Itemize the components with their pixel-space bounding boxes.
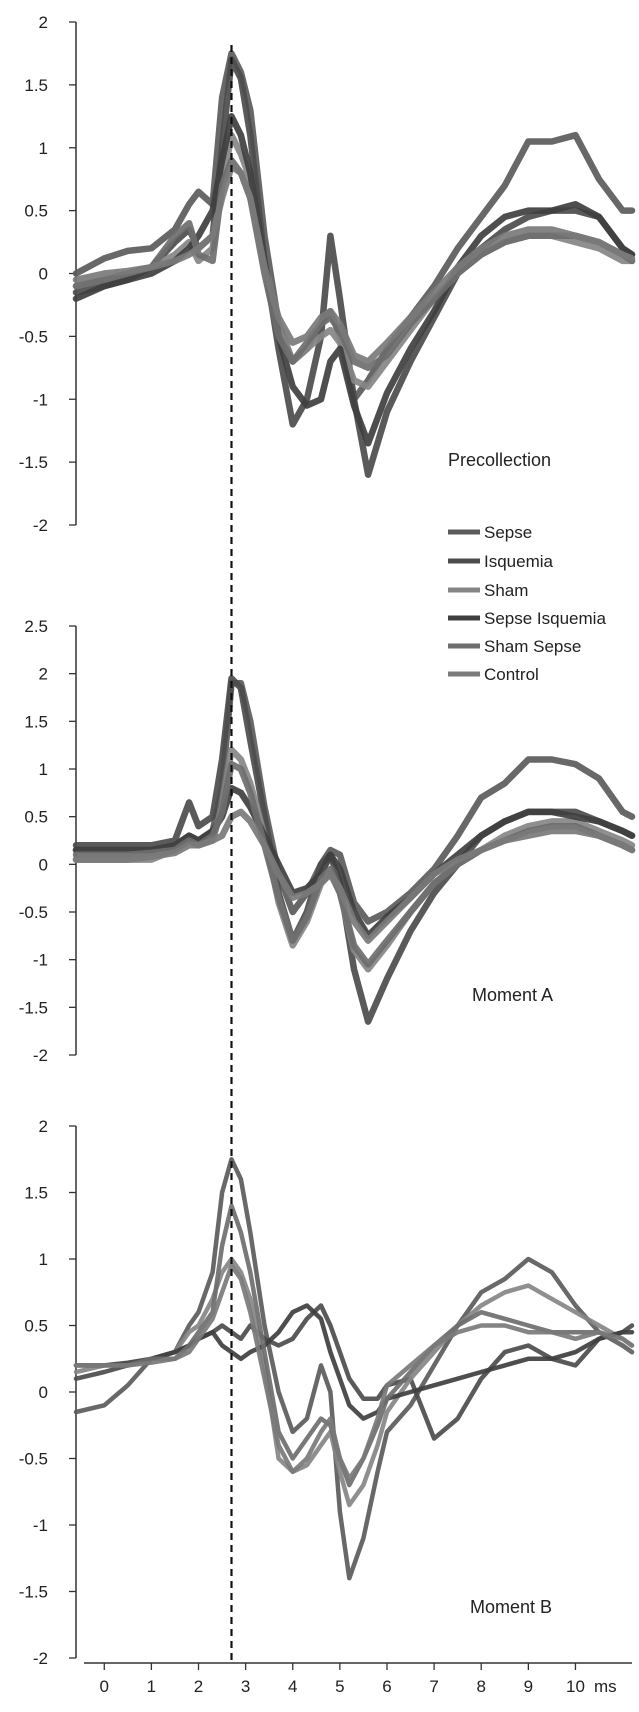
y-tick-label: 1.5	[24, 712, 48, 731]
x-tick-label: 6	[382, 1677, 391, 1696]
series-line-control	[72, 808, 636, 944]
legend-label-sepse: Sepse	[484, 523, 532, 542]
y-tick-label: 1	[39, 139, 48, 158]
y-tick-label: 0.5	[24, 808, 48, 827]
y-tick-label: -0.5	[19, 903, 48, 922]
legend: Sepse Isquemia Sham Sepse Isquemia Sham …	[448, 523, 606, 684]
chart-panels: 2 1.5 1 0.5 0 -0.5 -1 -1.5 -2 2.5 2 1.5 1 0.5 0 -0.5 -1 -…	[19, 13, 636, 1668]
panel-title-moment-a: Moment A	[472, 985, 553, 1005]
x-tick-label: 10	[566, 1677, 585, 1696]
x-tick-label: 8	[476, 1677, 485, 1696]
legend-label-sham: Sham	[484, 581, 528, 600]
y-tick-label: 0	[39, 1383, 48, 1402]
series-line-sham-sepse	[73, 1203, 635, 1488]
panel-moment-b: 2 1.5 1 0.5 0 -0.5 -1 -1.5 -2	[19, 1117, 635, 1668]
y-tick-label: 0	[39, 265, 48, 284]
series-line-sepse	[72, 679, 636, 925]
y-tick-label: 1	[39, 1250, 48, 1269]
y-tick-label: -2	[33, 1046, 48, 1065]
y-tick-label: 2	[39, 1117, 48, 1136]
y-tick-label: -0.5	[19, 327, 48, 346]
legend-label-control: Control	[484, 665, 539, 684]
series-line-sham-sepse	[72, 157, 636, 372]
panel-title-precollection: Precollection	[448, 450, 551, 470]
y-tick-label: -1.5	[19, 1583, 48, 1602]
series-line-sepse-isquemia	[72, 113, 636, 447]
y-tick-label: -2	[33, 1649, 48, 1668]
y-tick-label: -1.5	[19, 998, 48, 1017]
y-tick-label: -2	[33, 516, 48, 535]
panel-precollection: 2 1.5 1 0.5 0 -0.5 -1 -1.5 -2	[19, 13, 636, 535]
series-line-sham-sepse	[72, 760, 636, 968]
y-tick-label: 0.5	[24, 1317, 48, 1336]
series-line-sham	[73, 1256, 635, 1508]
series-line-control	[72, 163, 636, 365]
x-tick-label: 4	[288, 1677, 297, 1696]
x-tick-label: 1	[147, 1677, 156, 1696]
y-tick-label: -0.5	[19, 1450, 48, 1469]
x-tick-label: 3	[241, 1677, 250, 1696]
y-tick-label: 0	[39, 855, 48, 874]
y-tick-label: 2	[39, 13, 48, 32]
y-tick-label: 1.5	[24, 76, 48, 95]
y-tick-label: -1	[33, 1516, 48, 1535]
x-axis: 0 1 2 3 4 5 6 7 8 9 10 ms	[84, 1662, 632, 1696]
y-tick-label: 0.5	[24, 202, 48, 221]
y-tick-label: 1.5	[24, 1184, 48, 1203]
y-tick-label: -1.5	[19, 453, 48, 472]
series-line-control	[73, 1263, 635, 1481]
y-tick-label: -1	[33, 390, 48, 409]
x-tick-label: 5	[335, 1677, 344, 1696]
y-tick-label: 2.5	[24, 617, 48, 636]
legend-label-sepse-isquemia: Sepse Isquemia	[484, 609, 606, 628]
x-tick-label: 2	[194, 1677, 203, 1696]
y-tick-label: -1	[33, 951, 48, 970]
x-tick-label: 7	[429, 1677, 438, 1696]
series-line-isquemia	[73, 1303, 635, 1441]
panel-title-moment-b: Moment B	[470, 1597, 552, 1617]
y-tick-label: 2	[39, 665, 48, 684]
x-tick-group: 0 1 2 3 4 5 6 7 8 9 10	[100, 1663, 585, 1696]
series-line-sepse-isquemia	[72, 784, 636, 940]
series-line-sepse	[73, 1157, 635, 1581]
panel-moment-a: 2.5 2 1.5 1 0.5 0 -0.5 -1 -1.5 -2	[19, 617, 636, 1065]
x-tick-label: 9	[524, 1677, 533, 1696]
legend-label-sham-sepse: Sham Sepse	[484, 637, 581, 656]
x-axis-unit: ms	[594, 1677, 617, 1696]
x-tick-label: 0	[100, 1677, 109, 1696]
legend-label-isquemia: Isquemia	[484, 552, 554, 571]
y-tick-label: 1	[39, 760, 48, 779]
